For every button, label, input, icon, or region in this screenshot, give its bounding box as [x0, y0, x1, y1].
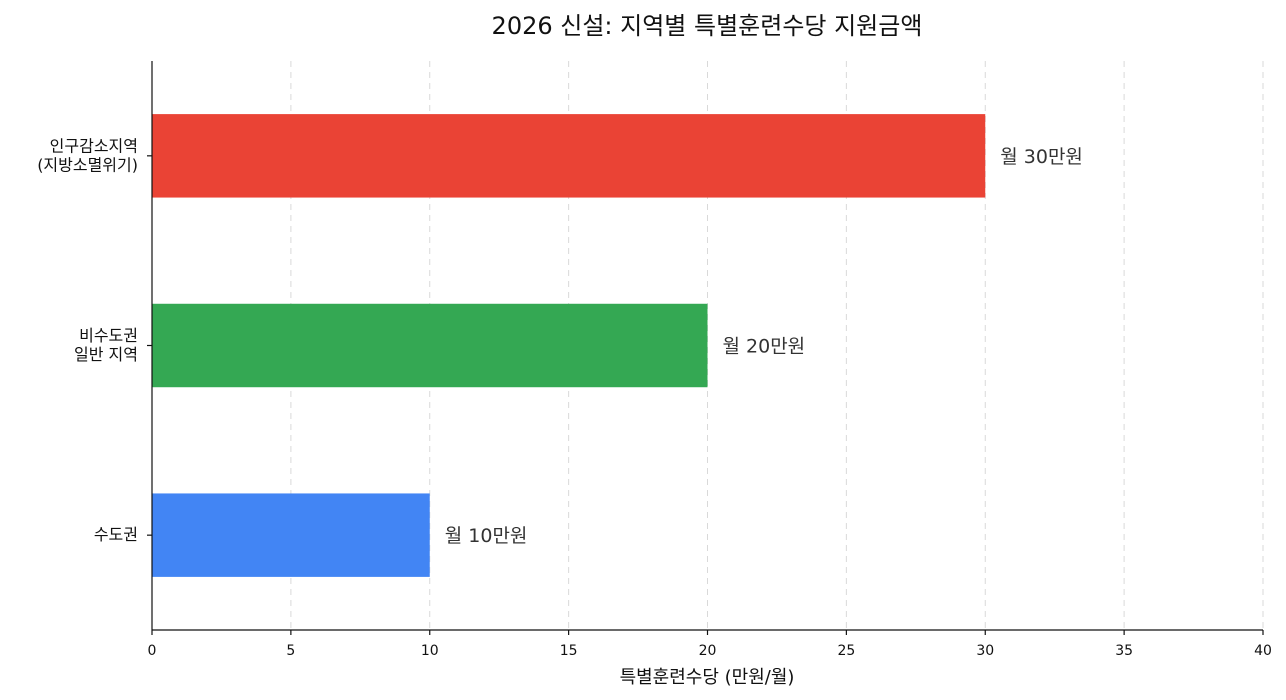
x-tick-label-35: 35: [1115, 643, 1133, 659]
x-tick-label-10: 10: [421, 643, 439, 659]
data-label-1: 월 30만원: [1000, 146, 1083, 168]
category-label-1-line-1: 인구감소지역: [50, 136, 138, 155]
x-tick-label-5: 5: [286, 643, 295, 659]
x-tick-label-15: 15: [560, 643, 578, 659]
x-tick-label-40: 40: [1254, 643, 1272, 659]
bar-1: [152, 114, 986, 198]
category-label-2-line-2: 일반 지역: [74, 345, 138, 364]
x-axis-label: 특별훈련수당 (만원/월): [620, 667, 795, 688]
category-label-1-line-2: (지방소멸위기): [37, 155, 138, 174]
bar-2: [152, 303, 708, 388]
category-label-2-line-1: 비수도권: [79, 326, 138, 345]
x-tick-label-25: 25: [837, 643, 855, 659]
data-label-3: 월 10만원: [445, 525, 528, 547]
data-label-2: 월 20만원: [723, 336, 806, 358]
chart-title: 2026 신설: 지역별 특별훈련수당 지원금액: [492, 12, 923, 40]
bar-3: [152, 493, 430, 577]
x-tick-label-30: 30: [976, 643, 994, 659]
x-tick-label-20: 20: [699, 643, 717, 659]
x-axis: 0 5 10 15 20 25 30 35 40: [148, 629, 1272, 659]
bars-layer: [152, 114, 986, 577]
category-label-3-line-1: 수도권: [94, 525, 138, 544]
x-tick-label-0: 0: [148, 643, 157, 659]
